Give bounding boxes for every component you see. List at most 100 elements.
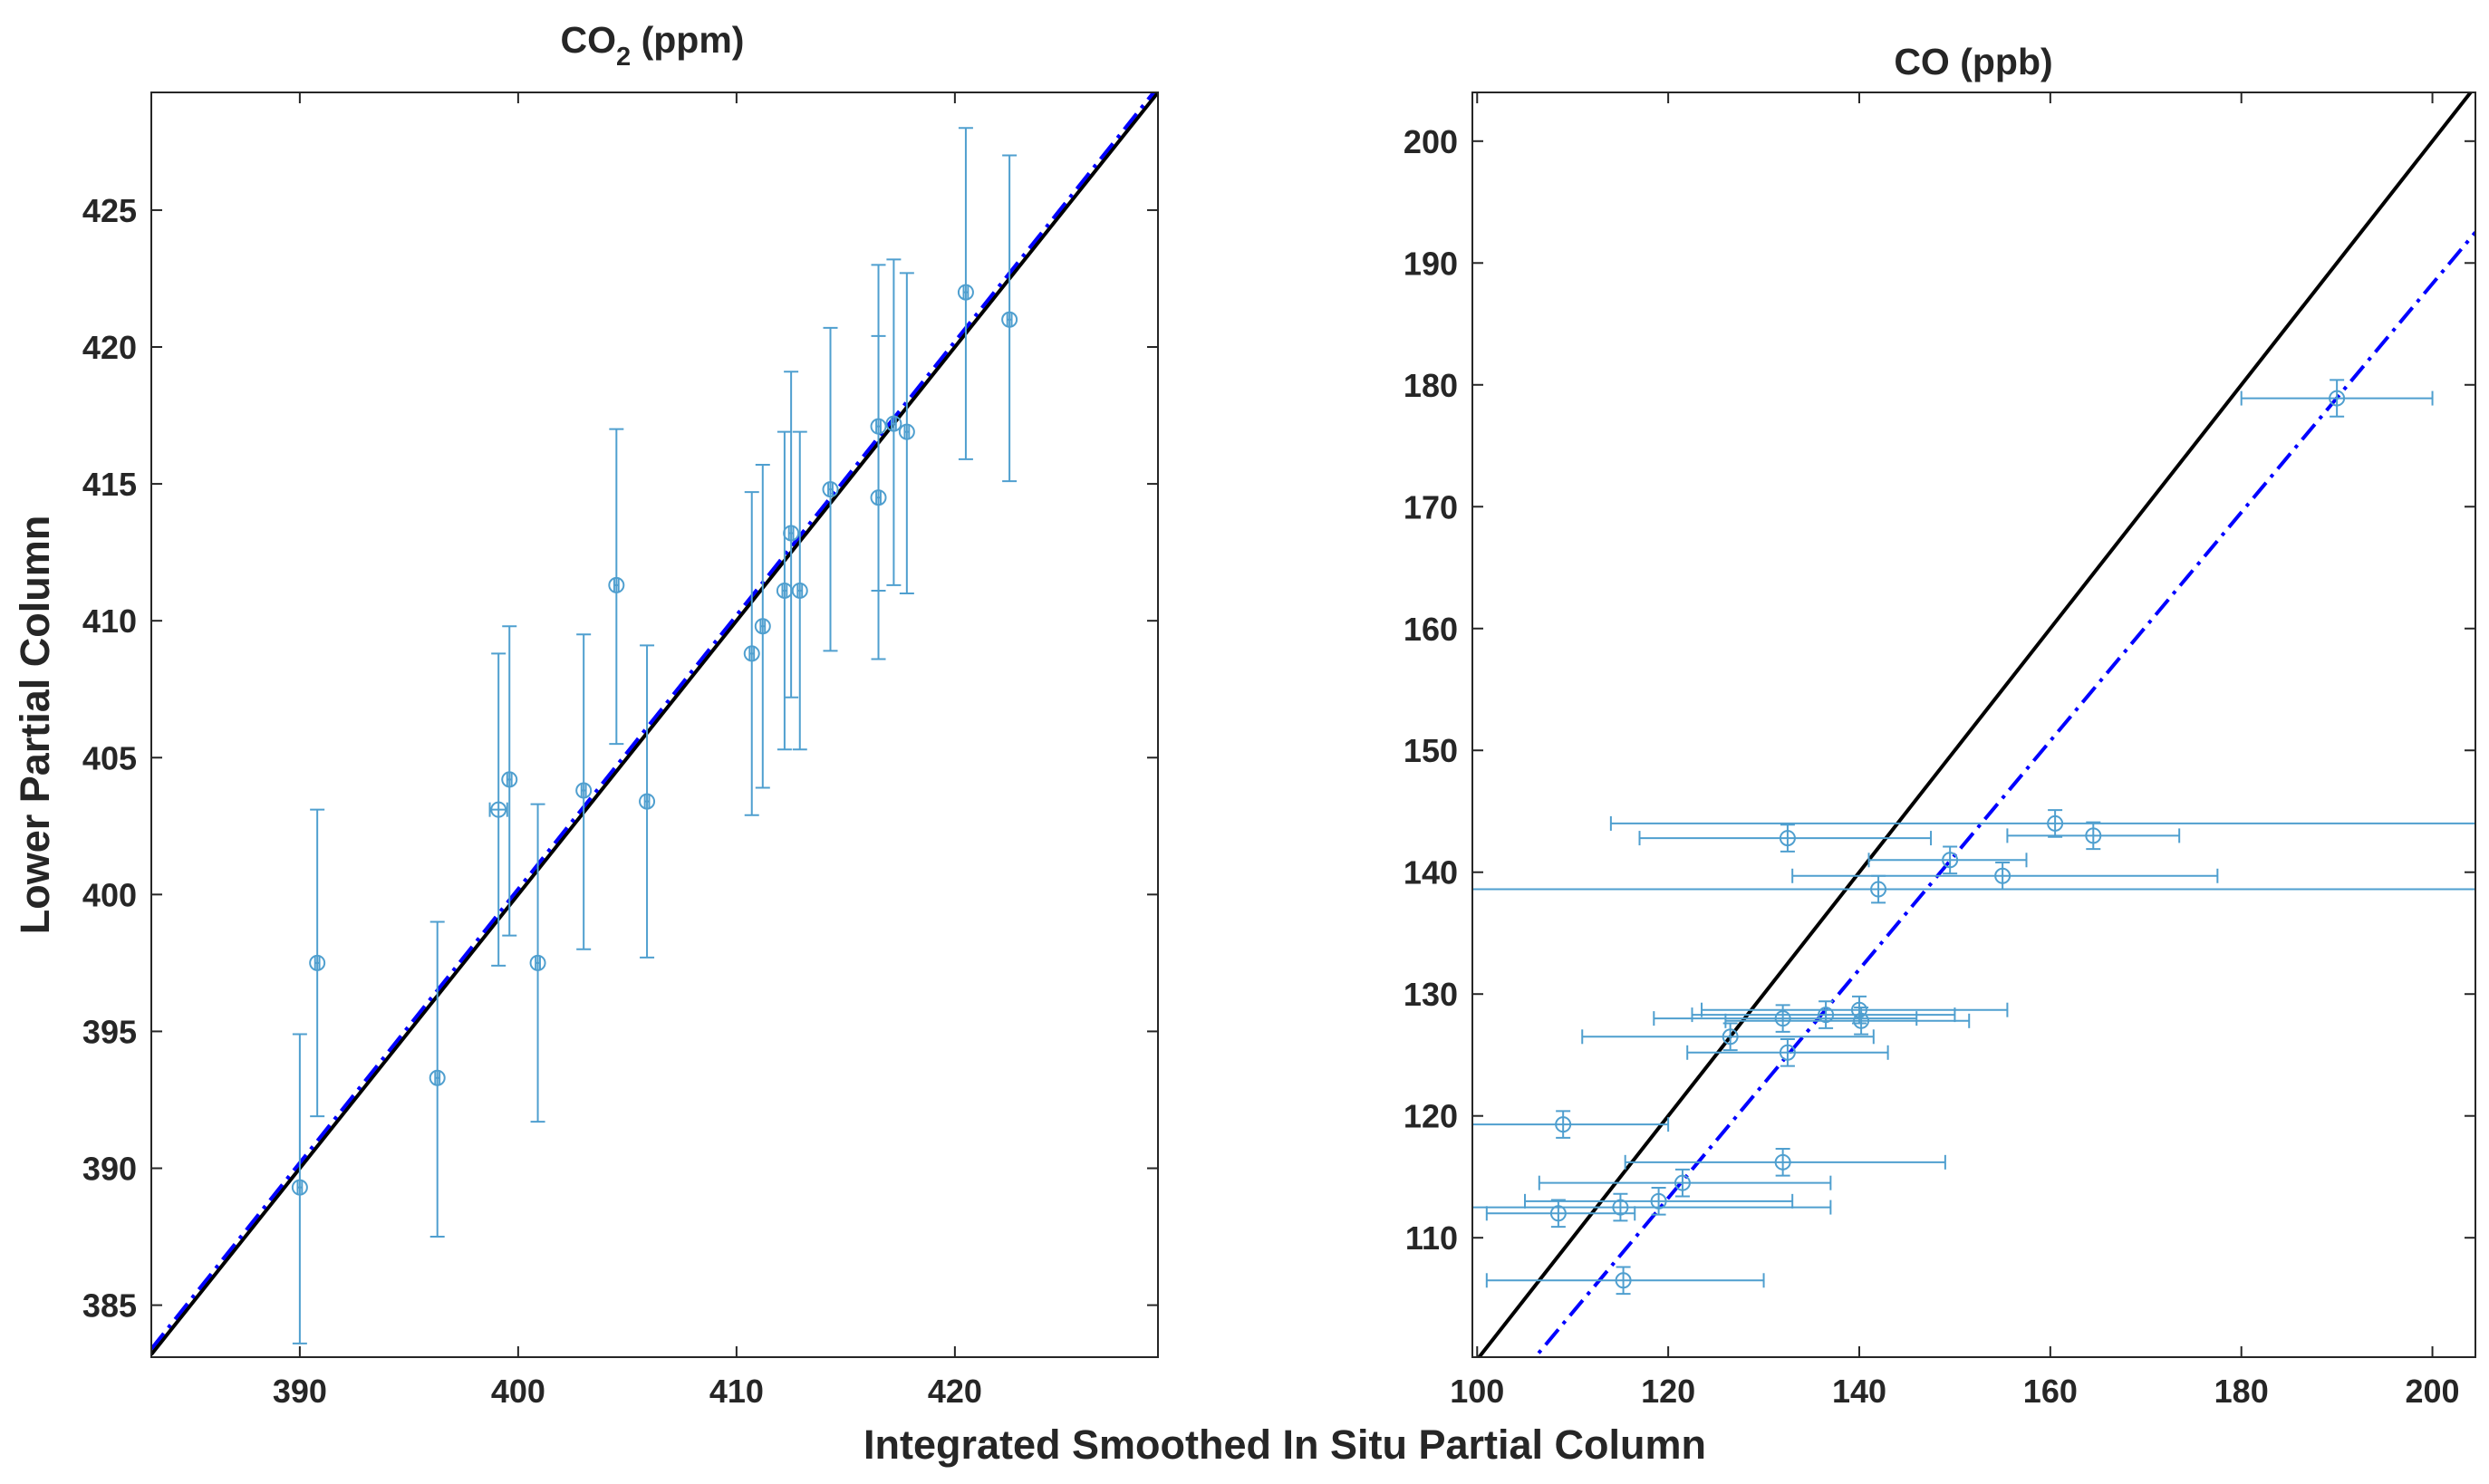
co-panel-title: CO (ppb) <box>1894 41 2052 82</box>
co2-data-point <box>529 803 546 1123</box>
co2-point-marker <box>639 793 656 810</box>
co-data-point <box>1653 1004 1918 1033</box>
co-y-tick-label: 110 <box>1405 1219 1458 1257</box>
co-data-point <box>1609 809 2475 838</box>
co-point-marker <box>1549 1205 1567 1222</box>
co-data-point <box>1523 1187 1794 1216</box>
co2-point-marker <box>898 423 915 440</box>
co2-y-tick-label: 405 <box>82 739 137 776</box>
co-x-tick-label: 200 <box>2406 1373 2460 1410</box>
co2-data-point <box>743 491 760 816</box>
co2-data-point <box>291 1033 308 1344</box>
co2-point-marker <box>822 481 839 498</box>
co2-point-marker <box>783 525 800 542</box>
co2-y-tick-label: 410 <box>82 602 137 640</box>
co-point-marker <box>1555 1116 1572 1133</box>
co-data-point <box>2240 379 2434 418</box>
co2-point-marker <box>743 645 760 662</box>
co2-point-marker <box>885 415 902 432</box>
co-data-point <box>1638 824 1933 853</box>
co2-y-tick-label: 400 <box>82 876 137 913</box>
co-identity-line <box>1476 92 2474 1357</box>
co2-point-marker <box>429 1069 446 1086</box>
x-axis-title: Integrated Smoothed In Situ Partial Colu… <box>863 1421 1706 1468</box>
co-point-marker <box>1615 1272 1632 1289</box>
co-y-tick-label: 170 <box>1404 488 1458 525</box>
co-point-marker <box>1870 881 1887 898</box>
co2-panel: CO2 (ppm) 390 400 410 420 385 390 395 400 405 410… <box>82 19 1159 1410</box>
co2-point-marker <box>309 954 326 971</box>
co2-data-point <box>822 326 839 652</box>
co-data-point <box>2006 821 2181 851</box>
co2-data-point <box>429 920 446 1238</box>
co2-fit-line <box>151 92 1156 1351</box>
co2-point-marker <box>957 284 974 301</box>
co-y-tick-label: 130 <box>1404 976 1458 1013</box>
co-point-marker <box>2085 827 2102 844</box>
co-y-tick-label: 140 <box>1404 854 1458 891</box>
co-data-point <box>1581 1022 1875 1052</box>
co2-data-point <box>575 633 593 950</box>
co2-data-point <box>783 371 800 699</box>
y-axis-title: Lower Partial Column <box>12 516 58 935</box>
co2-point-marker <box>608 576 625 593</box>
co-point-marker <box>1774 1010 1791 1027</box>
co2-y-tick-label: 420 <box>82 329 137 366</box>
co2-axes-box <box>150 92 1159 1358</box>
co-x-tick-label: 100 <box>1450 1373 1504 1410</box>
co2-x-tick-label: 420 <box>928 1373 982 1410</box>
co-point-marker <box>1612 1199 1629 1216</box>
co2-data-point <box>870 334 887 660</box>
co2-data-point <box>885 258 902 586</box>
co2-point-marker <box>791 582 808 599</box>
co2-point-marker <box>870 489 887 506</box>
co-fit-line <box>1532 231 2475 1357</box>
co2-data-point <box>776 430 793 751</box>
co-y-tick-label: 180 <box>1404 367 1458 404</box>
co2-axis-ticks: 390 400 410 420 385 390 395 400 405 410 415 420 425 <box>82 92 1158 1410</box>
co-axes-box <box>1471 92 2476 1358</box>
co-point-marker <box>1994 867 2011 884</box>
co-data-point <box>1538 1168 1832 1198</box>
co-y-tick-label: 120 <box>1404 1098 1458 1135</box>
co2-data-point <box>791 430 808 751</box>
co2-data-point <box>639 644 656 959</box>
co-point-marker <box>1650 1192 1667 1209</box>
co-y-tick-label: 190 <box>1404 245 1458 282</box>
co2-point-marker <box>1001 311 1018 328</box>
co-data-point <box>1791 861 2219 891</box>
co-x-tick-label: 140 <box>1832 1373 1886 1410</box>
co-y-tick-label: 160 <box>1404 611 1458 648</box>
co2-point-marker <box>575 782 593 799</box>
co-data-point <box>1485 1199 1636 1229</box>
co-point-marker <box>1779 830 1796 847</box>
co2-x-tick-label: 400 <box>491 1373 545 1410</box>
co-point-marker <box>1818 1007 1835 1024</box>
co2-data-point <box>1001 154 1018 483</box>
co2-y-tick-label: 425 <box>82 192 137 229</box>
co-data-point <box>1867 845 2028 875</box>
co-point-marker <box>1942 852 1959 869</box>
co2-y-tick-label: 390 <box>82 1151 137 1188</box>
co-point-marker <box>1774 1153 1791 1171</box>
co2-identity-line <box>151 92 1158 1356</box>
co2-point-marker <box>291 1179 308 1196</box>
co2-y-tick-label: 415 <box>82 466 137 503</box>
co2-data-point <box>488 652 508 967</box>
co-x-tick-label: 180 <box>2214 1373 2269 1410</box>
co2-plot-area <box>151 92 1158 1356</box>
co-data-point <box>1472 874 2475 904</box>
co-point-marker <box>1722 1028 1739 1046</box>
co-data-point <box>1686 1037 1889 1067</box>
co2-point-marker <box>490 801 507 818</box>
co2-x-tick-label: 390 <box>273 1373 327 1410</box>
co-x-tick-label: 160 <box>2023 1373 2078 1410</box>
co-data-point <box>1624 1148 1946 1177</box>
co-point-marker <box>1850 1001 1867 1018</box>
co2-data-point <box>501 625 518 937</box>
co2-data-point <box>898 272 915 594</box>
co-y-tick-label: 150 <box>1404 732 1458 769</box>
co-panel: CO (ppb) 100 120 140 160 180 2001101201301401… <box>1404 41 2476 1410</box>
co-point-marker <box>1674 1174 1691 1191</box>
co2-point-marker <box>529 954 546 971</box>
